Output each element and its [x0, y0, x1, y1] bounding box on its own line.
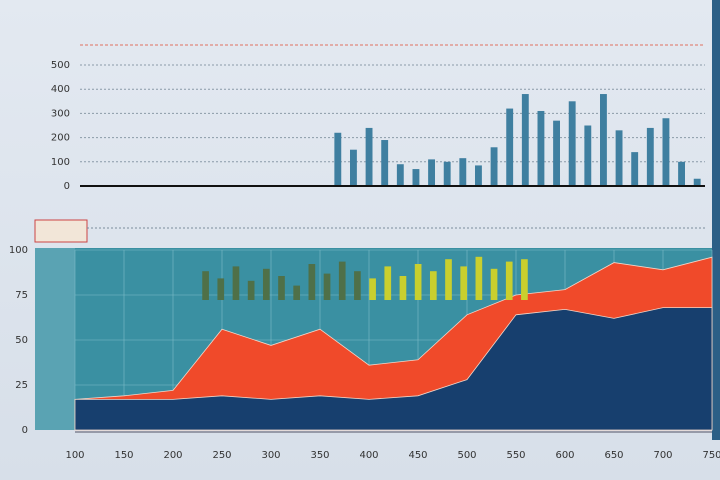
bar: [350, 149, 357, 186]
bar: [662, 118, 670, 186]
y-tick-label: 200: [51, 133, 70, 144]
x-tick-label: 500: [457, 450, 476, 461]
bar: [693, 178, 701, 186]
bar: [490, 147, 498, 186]
bar: [568, 101, 576, 186]
bar: [396, 164, 404, 186]
bar: [365, 127, 373, 186]
bar: [293, 285, 301, 300]
bar: [217, 278, 225, 300]
bar: [384, 266, 392, 300]
x-tick-label: 200: [163, 450, 182, 461]
bar: [631, 152, 639, 186]
badge: [34, 219, 88, 243]
x-tick-label: 450: [408, 450, 427, 461]
bar: [521, 94, 529, 186]
bar: [615, 130, 623, 186]
bar: [381, 140, 389, 186]
bar: [584, 125, 592, 186]
bar: [521, 259, 528, 300]
x-tick-label: 250: [212, 450, 231, 461]
y-tick-label: 0: [22, 425, 28, 436]
panel-strip: [35, 248, 75, 430]
bar: [505, 261, 513, 300]
bar: [354, 271, 361, 300]
y-tick-label: 100: [9, 245, 28, 256]
bar: [202, 271, 209, 300]
bar: [460, 266, 468, 300]
bar: [506, 108, 514, 186]
x-tick-label: 300: [261, 450, 280, 461]
bar: [490, 268, 498, 300]
bar: [459, 158, 467, 186]
bar: [445, 259, 452, 300]
area: [74, 307, 713, 431]
bar: [323, 273, 331, 300]
bar: [414, 264, 422, 300]
x-tick-label: 700: [653, 450, 672, 461]
y-tick-label: 25: [15, 380, 28, 391]
bar: [232, 266, 240, 300]
x-tick-label: 600: [555, 450, 574, 461]
bar: [429, 271, 437, 300]
bar: [369, 278, 376, 300]
bar: [646, 127, 654, 186]
y-tick-label: 300: [51, 108, 70, 119]
bar: [553, 120, 560, 186]
bar: [537, 110, 545, 186]
bar: [600, 94, 607, 186]
x-tick-label: 150: [114, 450, 133, 461]
x-tick-label: 400: [359, 450, 378, 461]
y-tick-label: 0: [64, 181, 70, 192]
x-tick-label: 550: [506, 450, 525, 461]
bar: [443, 161, 451, 186]
bar: [412, 169, 420, 186]
bar: [338, 261, 346, 300]
bar: [262, 268, 270, 300]
bar: [475, 256, 483, 300]
bar: [278, 276, 285, 300]
bar: [428, 159, 435, 186]
bar: [678, 161, 685, 186]
bar: [308, 264, 316, 300]
y-tick-label: 100: [51, 157, 70, 168]
x-tick-label: 650: [604, 450, 623, 461]
y-tick-label: 400: [51, 84, 70, 95]
bar: [399, 276, 407, 300]
bar: [247, 280, 255, 300]
y-tick-label: 75: [15, 290, 28, 301]
side-bar: [712, 0, 720, 440]
x-tick-label: 350: [310, 450, 329, 461]
x-tick-label: 750: [702, 450, 720, 461]
x-tick-label: 100: [65, 450, 84, 461]
y-tick-label: 500: [51, 60, 70, 71]
y-tick-label: 50: [15, 335, 28, 346]
bar: [334, 132, 342, 186]
bar: [475, 165, 482, 186]
